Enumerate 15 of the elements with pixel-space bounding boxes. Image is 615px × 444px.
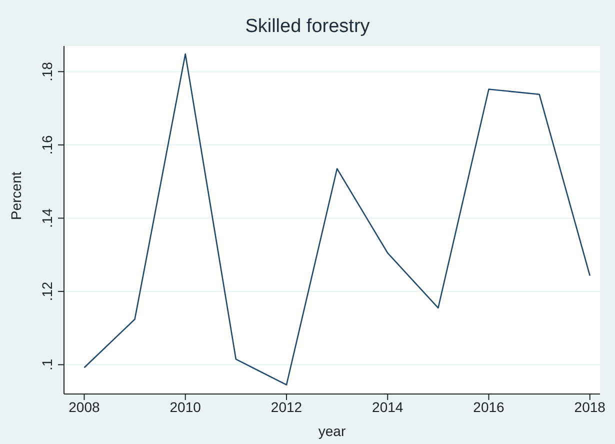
y-tick-label: .1 [39, 358, 55, 371]
x-tick-label: 2018 [574, 398, 606, 415]
line-series [84, 53, 591, 386]
x-tick-label: 2016 [473, 398, 505, 415]
y-axis-title: Percent [8, 172, 24, 220]
x-tick-label: 2012 [270, 398, 302, 415]
x-axis-title: year [318, 423, 346, 439]
y-tick-label: .16 [39, 134, 55, 155]
x-tick-label: 2008 [68, 398, 100, 415]
y-tick-label: .12 [39, 281, 55, 302]
chart-title: Skilled forestry [244, 16, 371, 38]
x-tick-label: 2014 [372, 398, 404, 415]
y-tick-label: .18 [39, 62, 55, 82]
y-tick-label: .14 [39, 208, 55, 228]
x-tick-label: 2010 [170, 398, 202, 415]
